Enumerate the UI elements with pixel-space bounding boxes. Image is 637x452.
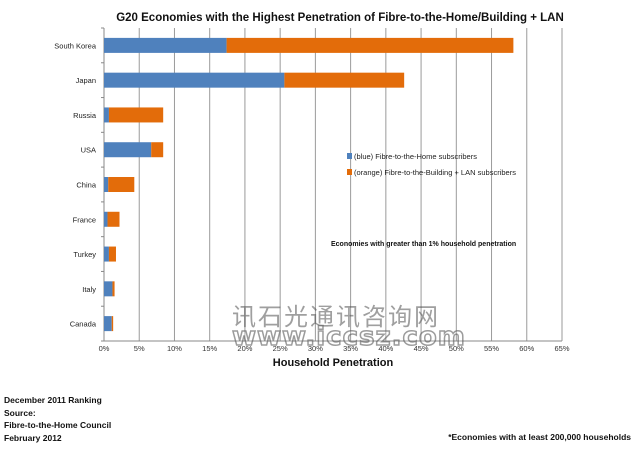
bar-fttb-lan-italy: [112, 281, 115, 297]
footer-line: February 2012: [4, 432, 62, 443]
watermark-url: www.iccsz.com: [231, 321, 466, 353]
category-label: USA: [81, 146, 96, 155]
bar-ftth-south-korea: [104, 37, 227, 53]
x-tick-label: 45%: [414, 344, 429, 353]
annotation: Economies with greater than 1% household…: [331, 241, 516, 248]
legend-label-blue: (blue) Fibre-to-the-Home subscribers: [354, 152, 477, 161]
x-tick-label: 40%: [378, 344, 393, 353]
bar-ftth-canada: [104, 316, 112, 332]
bar-fttb-lan-usa: [151, 142, 164, 158]
bars: [104, 37, 514, 332]
category-label: France: [73, 215, 96, 224]
x-axis-label: Household Penetration: [273, 357, 394, 369]
x-tick-label: 30%: [308, 344, 323, 353]
category-label: Russia: [73, 111, 97, 120]
category-label: Italy: [82, 285, 96, 294]
bar-ftth-france: [104, 211, 108, 227]
bar-fttb-lan-china: [108, 177, 135, 192]
category-label: Canada: [70, 320, 97, 329]
bar-ftth-turkey: [104, 246, 109, 262]
x-tick-label: 35%: [343, 344, 358, 353]
footer-notes: December 2011 Ranking Source: Fibre-to-t…: [4, 394, 111, 444]
footer-line: Fibre-to-the-Home Council: [4, 420, 112, 430]
x-tick-label: 0%: [99, 344, 110, 353]
legend-label-orange: (orange) Fibre-to-the-Building + LAN sub…: [354, 168, 516, 177]
bar-fttb-lan-france: [107, 211, 120, 227]
x-tick-label: 20%: [237, 344, 252, 353]
bar-ftth-italy: [104, 281, 113, 297]
x-tick-label: 65%: [554, 344, 569, 353]
bar-fttb-lan-turkey: [108, 246, 116, 262]
category-labels: South Korea Japan Russia USA China France Turk…: [54, 41, 97, 328]
x-tick-label: 15%: [202, 344, 217, 353]
category-label: Japan: [76, 76, 96, 85]
x-tick-label: 25%: [273, 344, 288, 353]
category-label: Turkey: [73, 250, 96, 259]
watermark-text: 讯石光通讯咨询网: [232, 303, 440, 331]
footer-line: Source:: [4, 407, 36, 418]
bar-ftth-russia: [104, 107, 109, 123]
x-tick-label: 5%: [134, 344, 145, 353]
footer-line: December 2011 Ranking: [4, 395, 102, 405]
legend-swatch-blue: [347, 153, 352, 159]
category-label: China: [76, 181, 96, 190]
bar-fttb-lan-canada: [111, 316, 114, 332]
bar-fttb-lan-japan: [284, 72, 405, 88]
bar-ftth-china: [104, 177, 109, 192]
bar-fttb-lan-south-korea: [226, 37, 514, 53]
bar-ftth-japan: [104, 72, 285, 88]
x-tick-labels: 0% 5% 10% 15% 20% 25% 30% 35% 40% 45% 50% 55% 60% 65%: [99, 344, 570, 353]
x-tick-label: 50%: [449, 344, 464, 353]
bar-fttb-lan-russia: [108, 107, 164, 123]
x-tick-label: 60%: [519, 344, 534, 353]
legend: (blue) Fibre-to-the-Home subscribers (or…: [347, 152, 516, 177]
bar-ftth-usa: [104, 142, 152, 158]
x-tick-label: 10%: [167, 344, 182, 353]
chart-title: G20 Economies with the Highest Penetrati…: [116, 12, 564, 24]
category-label: South Korea: [54, 41, 97, 50]
legend-swatch-orange: [347, 169, 352, 175]
x-tick-label: 55%: [484, 344, 499, 353]
footnote: *Economies with at least 200,000 househo…: [448, 432, 631, 442]
